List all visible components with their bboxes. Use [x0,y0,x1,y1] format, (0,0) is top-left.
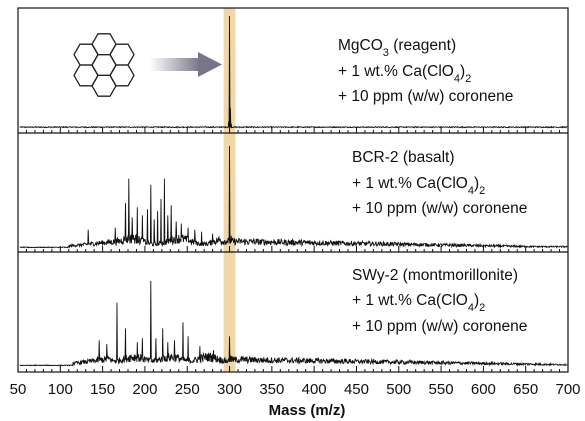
x-tick-label: 400 [302,381,327,398]
panel-1-additive-1: + 1 wt.% Ca(ClO4)2 [338,63,471,85]
x-tick-label: 450 [344,381,369,398]
x-tick-label: 300 [217,381,242,398]
x-tick-label: 600 [471,381,496,398]
x-tick-label: 100 [48,381,73,398]
x-tick-label: 250 [175,381,200,398]
panel-frames [17,7,569,373]
panel-1-additive-2: + 10 ppm (w/w) coronene [338,88,513,105]
panel-1-labels: MgCO3 (reagent) + 1 wt.% Ca(ClO4)2 + 10 … [338,37,513,105]
panel-2-title: BCR-2 (basalt) [352,149,455,166]
spectra-lines [19,15,568,367]
x-tick-label: 700 [555,381,580,398]
panel-3-additive-1: + 1 wt.% Ca(ClO4)2 [352,292,485,314]
arrow-icon [150,52,222,77]
plot-frame [17,7,569,373]
x-axis-title: Mass (m/z) [269,402,346,419]
spectrum-line-panel-3 [19,280,568,367]
molecule-ring [109,43,135,66]
panel-3-title: SWy-2 (montmorillonite) [352,267,518,284]
panel-3-additive-2: + 10 ppm (w/w) coronene [352,318,527,335]
panel-3-labels: SWy-2 (montmorillonite) + 1 wt.% Ca(ClO4… [352,267,527,335]
panel-2-labels: BCR-2 (basalt) + 1 wt.% Ca(ClO4)2 + 10 p… [352,149,527,217]
x-axis-ticks: 50 100 150 200 250 300 350 400 450 500 550 600 650 70… [10,127,581,398]
x-tick-label: 350 [259,381,284,398]
panel-2-additive-2: + 10 ppm (w/w) coronene [352,200,527,217]
x-tick-label: 500 [386,381,411,398]
coronene-molecule-icon [73,33,135,97]
panel-2-additive-1: + 1 wt.% Ca(ClO4)2 [352,175,485,197]
molecule-ring [73,64,99,87]
x-tick-label: 550 [429,381,454,398]
spectrum-line-panel-1 [19,15,568,129]
panel-1-title: MgCO3 (reagent) [338,37,456,59]
x-tick-label: 150 [90,381,115,398]
x-tick-label: 200 [132,381,157,398]
spectrum-line-panel-2 [19,145,568,249]
x-tick-label: 50 [10,381,27,398]
x-tick-label: 650 [513,381,538,398]
